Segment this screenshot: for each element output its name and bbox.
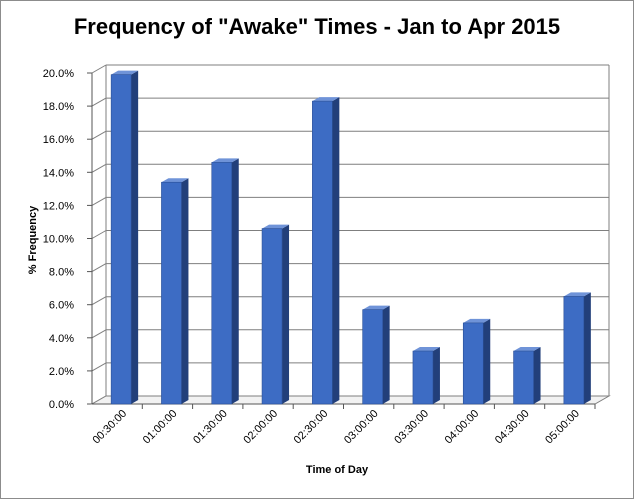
x-tick-label: 03:30:00 bbox=[392, 408, 431, 447]
gridline-side bbox=[91, 329, 107, 339]
bar-top bbox=[161, 178, 189, 183]
bar-side bbox=[382, 305, 390, 404]
bar-front bbox=[261, 228, 283, 405]
bar bbox=[261, 224, 290, 405]
bar-front bbox=[412, 350, 434, 405]
y-tick-label: 6.0% bbox=[49, 300, 74, 312]
bar bbox=[412, 347, 440, 405]
x-tick-label: 00:30:00 bbox=[91, 408, 130, 447]
bar-side bbox=[231, 158, 239, 404]
y-tick-label: 0.0% bbox=[49, 399, 74, 411]
bar-side bbox=[282, 224, 290, 404]
gridline-side bbox=[91, 64, 107, 74]
chart-title: Frequency of "Awake" Times - Jan to Apr … bbox=[73, 14, 561, 39]
bar-side bbox=[181, 178, 189, 404]
gridline-side bbox=[91, 263, 107, 273]
bar-top bbox=[211, 158, 239, 163]
gridline-side bbox=[91, 196, 107, 206]
x-tick-label: 02:00:00 bbox=[241, 408, 280, 447]
bar-top bbox=[412, 347, 440, 352]
bar-side bbox=[483, 318, 491, 404]
bar-top bbox=[362, 305, 390, 310]
x-tick-label: 01:00:00 bbox=[141, 408, 180, 447]
x-tick-label: 03:00:00 bbox=[342, 408, 381, 447]
bar-front bbox=[312, 100, 333, 405]
bar-side bbox=[131, 70, 139, 404]
bar bbox=[161, 178, 189, 405]
bar-top bbox=[262, 224, 290, 229]
gridline-side bbox=[91, 362, 107, 372]
x-tick-label: 05:00:00 bbox=[543, 408, 582, 447]
bar-front bbox=[362, 309, 383, 405]
bar-side bbox=[432, 347, 440, 404]
bar-top bbox=[463, 318, 491, 323]
bar-front bbox=[110, 74, 132, 405]
y-tick-label: 20.0% bbox=[43, 68, 74, 80]
y-tick-label: 2.0% bbox=[49, 366, 74, 378]
bar bbox=[211, 158, 239, 405]
bar-front bbox=[563, 296, 585, 405]
bar-front bbox=[211, 162, 233, 405]
bar-front bbox=[513, 350, 534, 405]
bar-top bbox=[312, 97, 340, 102]
bar-side bbox=[332, 97, 340, 404]
gridline-side bbox=[91, 230, 107, 239]
bar-top bbox=[111, 70, 139, 75]
bar-side bbox=[533, 347, 541, 404]
y-tick-label: 8.0% bbox=[49, 267, 74, 279]
bar-front bbox=[462, 322, 484, 405]
bar bbox=[110, 70, 139, 405]
bar bbox=[312, 97, 340, 405]
x-tick-label: 04:00:00 bbox=[443, 408, 482, 447]
y-tick-label: 4.0% bbox=[49, 333, 74, 345]
gridline-side bbox=[91, 163, 107, 173]
y-tick-label: 16.0% bbox=[43, 134, 74, 146]
bar-front bbox=[161, 181, 182, 405]
x-axis-title: Time of Day bbox=[306, 464, 369, 476]
gridline-side bbox=[91, 130, 107, 140]
bar bbox=[563, 292, 591, 405]
gridline-side bbox=[91, 97, 107, 107]
y-tick-labels: 0.0% 2.0% 4.0% 6.0% 8.0% 10.0% 12.0% 14.0% 16.0%… bbox=[43, 68, 74, 411]
gridline-side bbox=[91, 296, 107, 306]
bars-layer bbox=[110, 70, 591, 405]
y-tick-label: 18.0% bbox=[43, 101, 74, 113]
x-tick-label: 04:30:00 bbox=[493, 408, 532, 447]
bar-side bbox=[583, 292, 591, 404]
bar bbox=[513, 347, 541, 405]
x-tick-labels: 00:30:00 01:00:00 01:30:00 02:00:00 02:30:00… bbox=[91, 408, 582, 447]
x-tick-label: 02:30:00 bbox=[292, 408, 331, 447]
x-tick-label: 01:30:00 bbox=[191, 408, 230, 447]
bar-top bbox=[563, 292, 591, 297]
y-tick-label: 10.0% bbox=[43, 234, 74, 246]
y-tick-label: 14.0% bbox=[43, 167, 74, 179]
y-tick-label: 12.0% bbox=[43, 200, 74, 212]
bar bbox=[362, 305, 390, 405]
bar bbox=[462, 318, 491, 405]
y-axis-title: % Frequency bbox=[27, 205, 39, 274]
bar-top bbox=[513, 347, 541, 352]
